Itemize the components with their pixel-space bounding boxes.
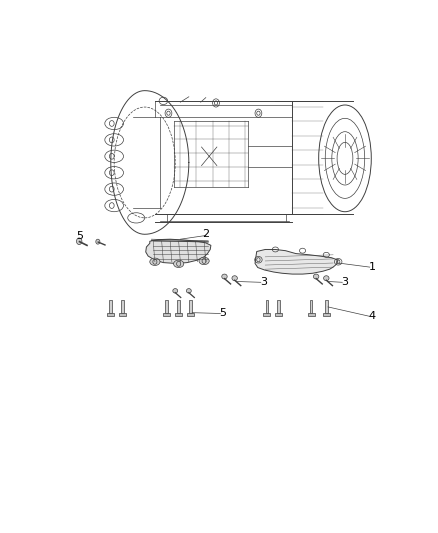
Text: 3: 3 bbox=[260, 277, 267, 287]
Text: 2: 2 bbox=[202, 229, 209, 239]
Bar bbox=[163, 313, 170, 317]
Bar bbox=[323, 313, 330, 317]
Bar bbox=[187, 313, 194, 317]
Bar bbox=[175, 313, 182, 317]
Bar bbox=[263, 313, 270, 317]
Bar bbox=[275, 313, 283, 317]
Bar bbox=[307, 313, 314, 317]
Ellipse shape bbox=[232, 276, 237, 281]
Ellipse shape bbox=[187, 288, 191, 293]
Ellipse shape bbox=[173, 260, 184, 268]
Bar bbox=[189, 301, 192, 313]
Text: 3: 3 bbox=[342, 277, 349, 287]
Bar bbox=[310, 301, 312, 313]
Circle shape bbox=[96, 239, 100, 244]
Bar bbox=[277, 301, 280, 313]
Ellipse shape bbox=[314, 274, 319, 279]
Ellipse shape bbox=[173, 288, 178, 293]
Bar bbox=[177, 301, 180, 313]
Ellipse shape bbox=[324, 276, 329, 281]
Bar bbox=[107, 313, 114, 317]
Text: 4: 4 bbox=[368, 311, 376, 321]
Circle shape bbox=[77, 238, 82, 245]
Bar bbox=[119, 313, 126, 317]
Bar bbox=[325, 301, 328, 313]
Bar bbox=[166, 301, 168, 313]
Text: 5: 5 bbox=[219, 309, 226, 319]
Ellipse shape bbox=[199, 257, 209, 265]
Text: 1: 1 bbox=[369, 262, 376, 272]
Ellipse shape bbox=[222, 274, 227, 279]
Bar bbox=[265, 301, 268, 313]
Text: 5: 5 bbox=[76, 231, 83, 241]
Bar bbox=[121, 301, 124, 313]
Polygon shape bbox=[255, 249, 338, 274]
Polygon shape bbox=[146, 239, 211, 263]
Ellipse shape bbox=[150, 258, 160, 265]
Bar bbox=[110, 301, 112, 313]
